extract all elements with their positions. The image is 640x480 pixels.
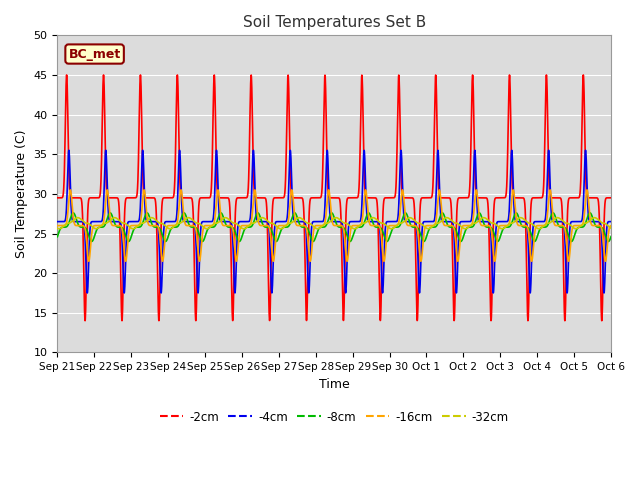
X-axis label: Time: Time [319,378,349,391]
Text: BC_met: BC_met [68,48,121,60]
Title: Soil Temperatures Set B: Soil Temperatures Set B [243,15,426,30]
Legend: -2cm, -4cm, -8cm, -16cm, -32cm: -2cm, -4cm, -8cm, -16cm, -32cm [155,406,513,428]
Y-axis label: Soil Temperature (C): Soil Temperature (C) [15,130,28,258]
